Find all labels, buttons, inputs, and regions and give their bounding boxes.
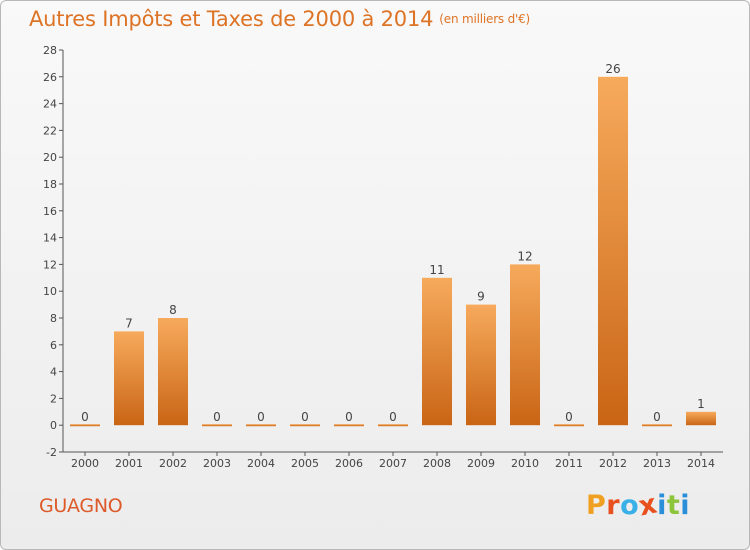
- chart-bars: [70, 76, 716, 427]
- chart-unit-note: (en milliers d'€): [439, 12, 531, 26]
- logo-letter: i: [657, 490, 667, 521]
- y-tick-label: 4: [50, 366, 57, 379]
- x-tick-label: 2003: [203, 457, 231, 470]
- logo-letter: r: [606, 490, 621, 521]
- bar-value-label: 11: [429, 263, 444, 277]
- bar-value-label: 1: [697, 397, 705, 411]
- chart-title: Autres Impôts et Taxes de 2000 à 2014 (en…: [29, 7, 530, 31]
- x-tick-label: 2013: [643, 457, 671, 470]
- x-tick-label: 2000: [71, 457, 99, 470]
- x-tick-label: 2011: [555, 457, 583, 470]
- logo-letter: P: [586, 490, 607, 521]
- y-tick-label: 24: [43, 98, 57, 111]
- logo-letter: t: [666, 490, 681, 521]
- y-tick-label: 12: [43, 258, 57, 271]
- y-tick-label: -2: [46, 446, 57, 459]
- bar: [422, 277, 452, 426]
- chart-title-text: Autres Impôts et Taxes de 2000 à 2014: [29, 7, 434, 31]
- y-tick-label: 14: [43, 232, 57, 245]
- bar: [554, 424, 584, 427]
- x-tick-label: 2006: [335, 457, 363, 470]
- proxiti-logo: Proxiti: [586, 488, 691, 522]
- y-tick-label: 20: [43, 151, 57, 164]
- x-tick-label: 2012: [599, 457, 627, 470]
- chart-value-labels: 0 7 8 0 0 0 0 0 11 9 12 0 26 0 1: [81, 62, 705, 424]
- x-tick-label: 2010: [511, 457, 539, 470]
- y-tick-label: 22: [43, 124, 57, 137]
- bar-value-label: 0: [81, 410, 89, 424]
- bar-value-label: 0: [345, 410, 353, 424]
- bar: [114, 331, 144, 426]
- x-tick-label: 2008: [423, 457, 451, 470]
- x-tick-label: 2001: [115, 457, 143, 470]
- bar: [598, 76, 628, 426]
- bar: [642, 424, 672, 427]
- bar: [202, 424, 232, 427]
- bar-value-label: 0: [389, 410, 397, 424]
- bar: [158, 318, 188, 426]
- bar-value-label: 0: [257, 410, 265, 424]
- bar: [70, 424, 100, 427]
- bar-value-label: 26: [605, 62, 620, 76]
- logo-letter: i: [680, 490, 691, 521]
- bar: [334, 424, 364, 427]
- bar: [378, 424, 408, 427]
- bar: [466, 304, 496, 426]
- y-tick-label: 2: [50, 392, 57, 405]
- bar-value-label: 0: [565, 410, 573, 424]
- bar: [246, 424, 276, 427]
- bar-value-label: 8: [169, 303, 177, 317]
- x-tick-label: 2005: [291, 457, 319, 470]
- y-tick-label: 10: [43, 285, 57, 298]
- x-tick-label: 2002: [159, 457, 187, 470]
- y-tick-label: 16: [43, 205, 57, 218]
- y-tick-label: 18: [43, 178, 57, 191]
- x-tick-label: 2004: [247, 457, 275, 470]
- y-tick-label: 8: [50, 312, 57, 325]
- bar-value-label: 0: [301, 410, 309, 424]
- bar-value-label: 12: [517, 249, 532, 263]
- bar-value-label: 9: [477, 290, 485, 304]
- bar: [290, 424, 320, 427]
- y-tick-label: 26: [43, 71, 57, 84]
- y-tick-label: 0: [50, 419, 57, 432]
- bar: [510, 264, 540, 426]
- x-tick-label: 2009: [467, 457, 495, 470]
- x-tick-label: 2007: [379, 457, 407, 470]
- logo-letter: o: [620, 490, 640, 521]
- bar-value-label: 0: [653, 410, 661, 424]
- commune-name: GUAGNO: [39, 495, 123, 517]
- y-tick-label: 28: [43, 44, 57, 57]
- bar: [686, 411, 716, 426]
- x-tick-label: 2014: [687, 457, 715, 470]
- y-tick-label: 6: [50, 339, 57, 352]
- bar-value-label: 7: [125, 316, 133, 330]
- bar-value-label: 0: [213, 410, 221, 424]
